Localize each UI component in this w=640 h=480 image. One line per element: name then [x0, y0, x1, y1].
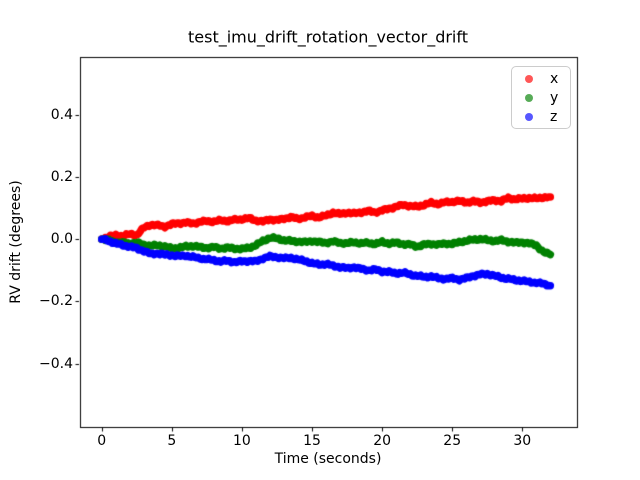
legend-entry-x: x: [512, 69, 570, 88]
x-tick-label: 15: [303, 433, 321, 449]
legend-entry-y: y: [512, 88, 570, 107]
x-tick-label: 20: [373, 433, 392, 449]
legend-label-z: z: [550, 108, 558, 125]
y-tick-label: 0.0: [50, 231, 73, 248]
legend: x y z: [511, 66, 571, 129]
x-tick-label: 25: [443, 433, 462, 449]
x-tick-label: 30: [513, 433, 532, 449]
y-tick-label: 0.4: [50, 106, 73, 123]
x-tick-label: 10: [233, 433, 251, 449]
legend-marker-x-icon: [525, 74, 533, 83]
legend-label-x: x: [550, 70, 559, 87]
x-tick-label: 0: [97, 433, 107, 449]
legend-label-y: y: [550, 89, 559, 106]
x-tick-label: 5: [167, 433, 177, 449]
legend-marker-y-icon: [525, 93, 533, 102]
y-axis-label: RV drift (degrees): [8, 180, 24, 304]
x-axis-label: Time (seconds): [274, 451, 382, 467]
y-tick-label: −0.2: [39, 293, 73, 310]
legend-marker-z-icon: [525, 112, 533, 121]
chart-title: test_imu_drift_rotation_vector_drift: [188, 27, 468, 47]
y-tick-label: −0.4: [39, 355, 73, 372]
y-tick-label: 0.2: [50, 168, 73, 185]
legend-entry-z: z: [512, 107, 570, 126]
